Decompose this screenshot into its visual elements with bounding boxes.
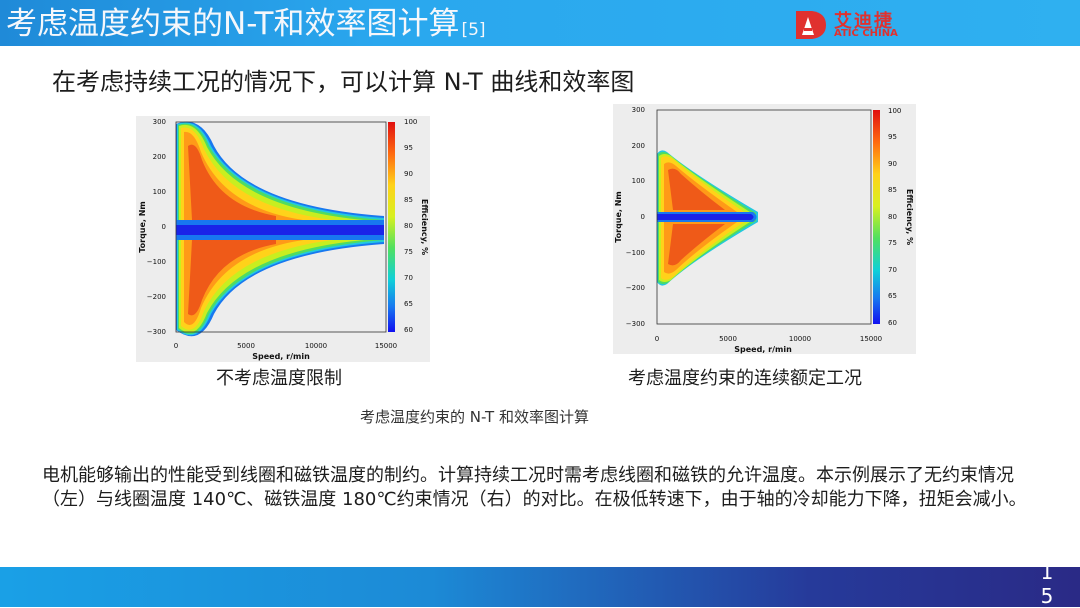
- y-tick: 100: [153, 188, 166, 196]
- cb-tick: 75: [888, 239, 897, 247]
- x-axis-label: Speed, r/min: [734, 345, 792, 354]
- cb-tick: 95: [888, 133, 897, 141]
- colorbar-ticks: 100 95 90 85 80 75 70 65 60: [404, 118, 417, 334]
- slide-title-text: 考虑温度约束的N-T和效率图计算: [6, 6, 460, 42]
- x-tick: 10000: [789, 335, 811, 343]
- cb-tick: 65: [888, 292, 897, 300]
- cb-tick: 60: [404, 326, 413, 334]
- y-tick: −100: [147, 258, 166, 266]
- cb-tick: 65: [404, 300, 413, 308]
- y-tick: 200: [153, 153, 166, 161]
- cb-tick: 80: [404, 222, 413, 230]
- x-tick: 15000: [860, 335, 882, 343]
- y-axis-ticks: 300 200 100 0 −100 −200 −300: [626, 106, 645, 328]
- cb-tick: 80: [888, 213, 897, 221]
- y-tick: −300: [147, 328, 166, 336]
- x-axis-ticks: 0 5000 10000 15000: [655, 335, 882, 343]
- x-tick: 10000: [305, 342, 327, 350]
- cb-tick: 70: [404, 274, 413, 282]
- y-axis-label: Torque, Nm: [614, 191, 623, 243]
- y-tick: 0: [162, 223, 166, 231]
- cb-tick: 100: [404, 118, 417, 126]
- left-plot-caption: 不考虑温度限制: [216, 368, 342, 389]
- y-tick: −300: [626, 320, 645, 328]
- efficiency-contour: [176, 121, 384, 337]
- cb-tick: 85: [888, 186, 897, 194]
- cb-tick: 85: [404, 196, 413, 204]
- colorbar: [388, 122, 395, 332]
- efficiency-map-constrained: 300 200 100 0 −100 −200 −300 0 5000 1000…: [613, 104, 916, 354]
- logo-mark-icon: [796, 11, 826, 39]
- title-bar: 考虑温度约束的N-T和效率图计算 [5]: [0, 0, 1080, 46]
- slide-title: 考虑温度约束的N-T和效率图计算 [5]: [6, 6, 486, 42]
- cb-tick: 95: [404, 144, 413, 152]
- cb-tick: 60: [888, 319, 897, 327]
- x-tick: 0: [174, 342, 178, 350]
- y-tick: −200: [626, 284, 645, 292]
- y-tick: 300: [153, 118, 166, 126]
- x-tick: 15000: [375, 342, 397, 350]
- figure-caption: 考虑温度约束的 N-T 和效率图计算: [360, 408, 589, 426]
- y-tick: −100: [626, 249, 645, 257]
- x-tick: 0: [655, 335, 659, 343]
- y-axis-label: Torque, Nm: [138, 201, 147, 253]
- x-tick: 5000: [719, 335, 737, 343]
- y-tick: 200: [632, 142, 645, 150]
- x-axis-ticks: 0 5000 10000 15000: [174, 342, 397, 350]
- cb-tick: 75: [404, 248, 413, 256]
- colorbar-ticks: 100 95 90 85 80 75 70 65 60: [888, 107, 901, 327]
- colorbar: [873, 110, 880, 324]
- y-tick: −200: [147, 293, 166, 301]
- slide-subtitle: 在考虑持续工况的情况下，可以计算 N-T 曲线和效率图: [52, 68, 635, 96]
- colorbar-label: Efficiency, %: [905, 189, 914, 245]
- cb-tick: 100: [888, 107, 901, 115]
- logo-chinese-text: 艾迪捷: [834, 11, 894, 32]
- y-tick: 300: [632, 106, 645, 114]
- y-tick: 100: [632, 177, 645, 185]
- page-number: 1 5: [1040, 560, 1054, 608]
- efficiency-contour: [657, 150, 758, 286]
- x-axis-label: Speed, r/min: [252, 352, 310, 361]
- colorbar-label: Efficiency, %: [420, 199, 429, 255]
- efficiency-map-unconstrained: 300 200 100 0 −100 −200 −300 0 5000 1000…: [136, 116, 430, 362]
- x-tick: 5000: [237, 342, 255, 350]
- footer-bar: [0, 567, 1080, 607]
- cb-tick: 90: [888, 160, 897, 168]
- cb-tick: 90: [404, 170, 413, 178]
- logo-english-text: ATIC CHINA: [834, 28, 898, 39]
- y-axis-ticks: 300 200 100 0 −100 −200 −300: [147, 118, 166, 336]
- body-paragraph: 电机能够输出的性能受到线圈和磁铁温度的制约。计算持续工况时需考虑线圈和磁铁的允许…: [42, 465, 1027, 510]
- y-tick: 0: [641, 213, 645, 221]
- title-reference: [5]: [461, 20, 486, 40]
- right-plot-caption: 考虑温度约束的连续额定工况: [628, 368, 862, 389]
- company-logo: 艾迪捷 ATIC CHINA: [792, 9, 907, 41]
- cb-tick: 70: [888, 266, 897, 274]
